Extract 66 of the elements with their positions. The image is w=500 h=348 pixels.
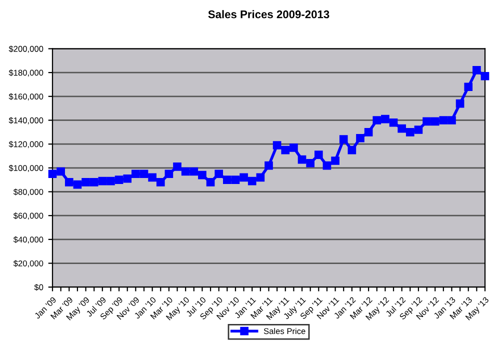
point bbox=[248, 176, 256, 186]
legend-label: Sales Price bbox=[264, 328, 306, 334]
point bbox=[448, 116, 456, 124]
y-tick-label: $180,000 bbox=[8, 69, 44, 77]
point bbox=[164, 170, 174, 178]
point bbox=[372, 116, 382, 124]
point bbox=[430, 117, 440, 126]
point bbox=[214, 170, 224, 178]
point bbox=[290, 143, 298, 152]
point bbox=[90, 178, 98, 186]
y-tick-label: $160,000 bbox=[8, 93, 44, 100]
point bbox=[64, 178, 74, 186]
point bbox=[480, 72, 490, 80]
point bbox=[156, 178, 165, 186]
point bbox=[132, 170, 140, 178]
y-tick-label: $0 bbox=[34, 284, 44, 291]
point bbox=[331, 156, 340, 165]
y-tick-label: $60,000 bbox=[13, 212, 44, 220]
point bbox=[381, 114, 390, 124]
point bbox=[389, 118, 398, 127]
point bbox=[48, 170, 57, 178]
point bbox=[140, 170, 148, 178]
point bbox=[206, 178, 215, 186]
y-tick-label: $20,000 bbox=[13, 260, 44, 268]
point bbox=[56, 167, 65, 176]
point bbox=[398, 124, 406, 133]
point bbox=[123, 174, 132, 183]
point bbox=[190, 167, 198, 176]
point bbox=[356, 134, 364, 142]
point bbox=[322, 161, 332, 170]
point bbox=[472, 66, 481, 74]
point bbox=[198, 170, 206, 180]
point bbox=[364, 128, 373, 136]
point bbox=[222, 176, 232, 184]
chart-title: Sales Prices 2009-2013 bbox=[208, 10, 330, 18]
y-tick-label: $100,000 bbox=[8, 164, 44, 172]
point bbox=[348, 146, 356, 154]
point bbox=[82, 178, 90, 186]
point bbox=[106, 176, 115, 186]
point bbox=[173, 162, 182, 171]
point bbox=[306, 158, 315, 168]
point bbox=[272, 141, 282, 150]
y-tick-label: $200,000 bbox=[8, 46, 44, 53]
point bbox=[281, 146, 290, 154]
point bbox=[114, 176, 124, 184]
y-tick-label: $80,000 bbox=[13, 188, 44, 196]
point bbox=[73, 180, 82, 189]
point bbox=[314, 150, 323, 159]
point bbox=[181, 167, 190, 176]
point bbox=[406, 128, 414, 136]
point bbox=[456, 99, 464, 108]
y-tick-label: $140,000 bbox=[8, 117, 44, 124]
point bbox=[98, 176, 107, 186]
point bbox=[240, 173, 248, 182]
y-tick-label: $40,000 bbox=[13, 236, 44, 244]
point bbox=[264, 161, 273, 170]
point bbox=[439, 116, 448, 124]
point bbox=[148, 173, 156, 182]
point bbox=[414, 126, 423, 134]
y-tick-label: $120,000 bbox=[8, 140, 44, 148]
point bbox=[464, 82, 473, 92]
point bbox=[231, 176, 240, 184]
point bbox=[298, 155, 306, 164]
point bbox=[339, 135, 348, 144]
point bbox=[422, 117, 431, 126]
point bbox=[256, 173, 265, 182]
